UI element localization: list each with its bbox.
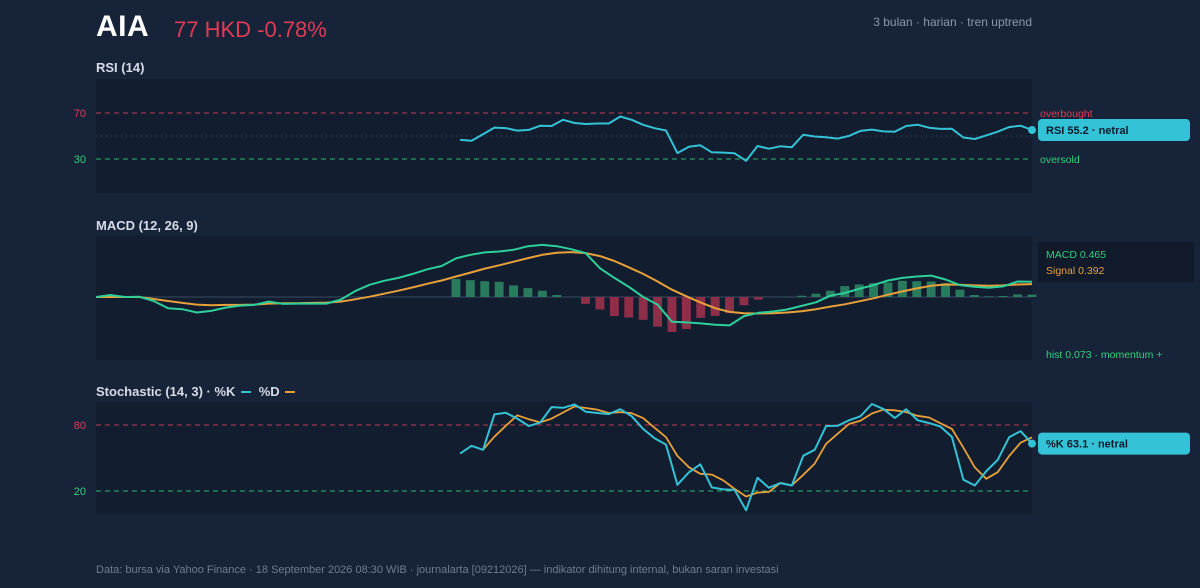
macd-histogram-bar [869, 283, 878, 297]
macd-panel-bg [96, 236, 1032, 360]
macd-histogram-bar [581, 297, 590, 304]
stoch-tick-20: 20 [74, 486, 86, 498]
macd-histogram-bar [509, 285, 518, 297]
macd-histogram-bar [494, 281, 504, 297]
macd-histogram-bar [897, 280, 907, 297]
stoch-panel-bg [96, 402, 1032, 514]
macd-histogram-bar [537, 290, 547, 297]
macd-legend-signal: Signal 0.392 [1046, 265, 1105, 277]
macd-panel-title: MACD (12, 26, 9) [96, 218, 198, 233]
macd-histogram-bar [595, 297, 605, 310]
macd-histogram-bar [753, 297, 763, 300]
rsi-panel-title: RSI (14) [96, 60, 145, 75]
macd-histogram-bar [739, 297, 749, 306]
rsi-tick-70: 70 [74, 108, 86, 120]
macd-histogram-bar [840, 286, 850, 297]
macd-histogram-bar [955, 289, 965, 297]
macd-histogram-bar [638, 297, 648, 320]
macd-histogram-bar [883, 282, 893, 297]
stoch-panel-title: Stochastic (14, 3) · %K %D [96, 384, 296, 399]
macd-histogram-bar [523, 288, 533, 297]
stoch-k-line [459, 403, 1033, 512]
rsi-value-pill-bg [1038, 119, 1190, 142]
stoch-title-d: %D [258, 384, 280, 399]
macd-histogram-bar [667, 297, 677, 332]
macd-histogram-bar [725, 297, 734, 314]
rsi-value-pill-label: RSI 55.2 · netral [1046, 125, 1129, 137]
macd-histogram-bar [696, 297, 706, 318]
macd-histogram-bar [465, 280, 475, 297]
stoch-value-pill-label: %K 63.1 · netral [1046, 439, 1128, 451]
macd-line [95, 243, 1033, 327]
macd-histogram-bar [451, 278, 461, 297]
macd-histogram-bar [653, 297, 662, 327]
macd-histogram-bar [926, 281, 936, 297]
macd-histogram-bar [1027, 294, 1037, 297]
macd-histogram-bar [984, 296, 994, 297]
macd-legend-macd: MACD 0.465 [1046, 249, 1106, 261]
macd-histogram-bar [811, 293, 821, 297]
macd-histogram-bar [710, 297, 720, 316]
macd-histogram-bar [797, 295, 806, 297]
macd-legend-box [1038, 242, 1194, 282]
stoch-title-k: Stochastic (14, 3) · %K [96, 384, 236, 399]
chart-meta: 3 bulan · harian · tren uptrend [873, 15, 1032, 29]
macd-histogram-bar [1013, 294, 1022, 297]
ticker-symbol: AIA [96, 10, 150, 43]
macd-histogram-bar [552, 295, 562, 297]
rsi-line [460, 115, 1033, 162]
footer-source: Data: bursa via Yahoo Finance · 18 Septe… [96, 564, 779, 576]
macd-histogram-bar [969, 295, 979, 297]
macd-histogram-bar [854, 284, 864, 297]
macd-histogram-bar [998, 296, 1008, 297]
macd-histogram-bar [624, 297, 634, 318]
rsi-oversold-label: oversold [1040, 154, 1080, 166]
stoch-k-legend-icon [241, 390, 252, 393]
macd-histogram-bar [609, 297, 619, 317]
macd-histogram-bar [941, 283, 950, 297]
price-change: 77 HKD -0.78% [174, 17, 327, 42]
stoch-last-point [1028, 439, 1036, 448]
stoch-d-legend-icon [285, 390, 296, 393]
rsi-last-point [1028, 126, 1036, 135]
rsi-tick-30: 30 [74, 154, 86, 166]
stoch-tick-80: 80 [74, 420, 86, 432]
macd-histogram-bar [480, 281, 490, 297]
stoch-value-pill-bg [1038, 432, 1190, 455]
macd-histogram-bar [681, 297, 691, 329]
stoch-d-line [482, 405, 1033, 498]
macd-histogram-bar [825, 290, 835, 297]
rsi-overbought-label: overbought [1040, 108, 1093, 120]
macd-hist-note: hist 0.073 · momentum + [1046, 349, 1162, 361]
